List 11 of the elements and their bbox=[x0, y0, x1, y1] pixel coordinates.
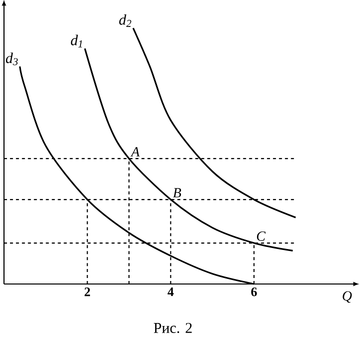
series-label: d$_{1}$ bbox=[70, 34, 82, 48]
x-tick-label: 2 bbox=[84, 288, 90, 296]
annotation: C bbox=[256, 231, 266, 241]
annotation: A bbox=[130, 147, 140, 156]
x-tick-label: 6 bbox=[251, 288, 257, 296]
text: Рис. 2 bbox=[154, 322, 192, 334]
x-axis-title: Q bbox=[342, 291, 352, 303]
x-tick-label: 4 bbox=[168, 288, 174, 296]
series-label: d$_{3}$ bbox=[6, 52, 18, 66]
annotation: B bbox=[172, 188, 182, 198]
series-label: d$_{2}$ bbox=[119, 14, 132, 27]
